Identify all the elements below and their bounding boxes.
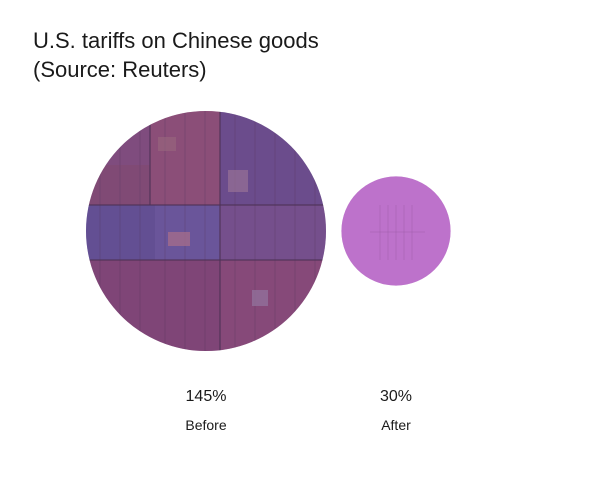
chart-title: U.S. tariffs on Chinese goods (Source: R… (33, 26, 319, 84)
bubble-after (341, 176, 451, 286)
chart-subtitle: (Source: Reuters) (33, 57, 207, 82)
value-label-after: 30% (380, 388, 412, 405)
bubble-before (86, 111, 326, 351)
category-label-before: Before (185, 417, 226, 433)
bubble-tint-after (341, 176, 451, 286)
chart-title-line1: U.S. tariffs on Chinese goods (33, 28, 319, 53)
bubble-tint-before (86, 111, 326, 351)
category-label-after: After (381, 417, 411, 433)
value-label-before: 145% (186, 388, 227, 405)
